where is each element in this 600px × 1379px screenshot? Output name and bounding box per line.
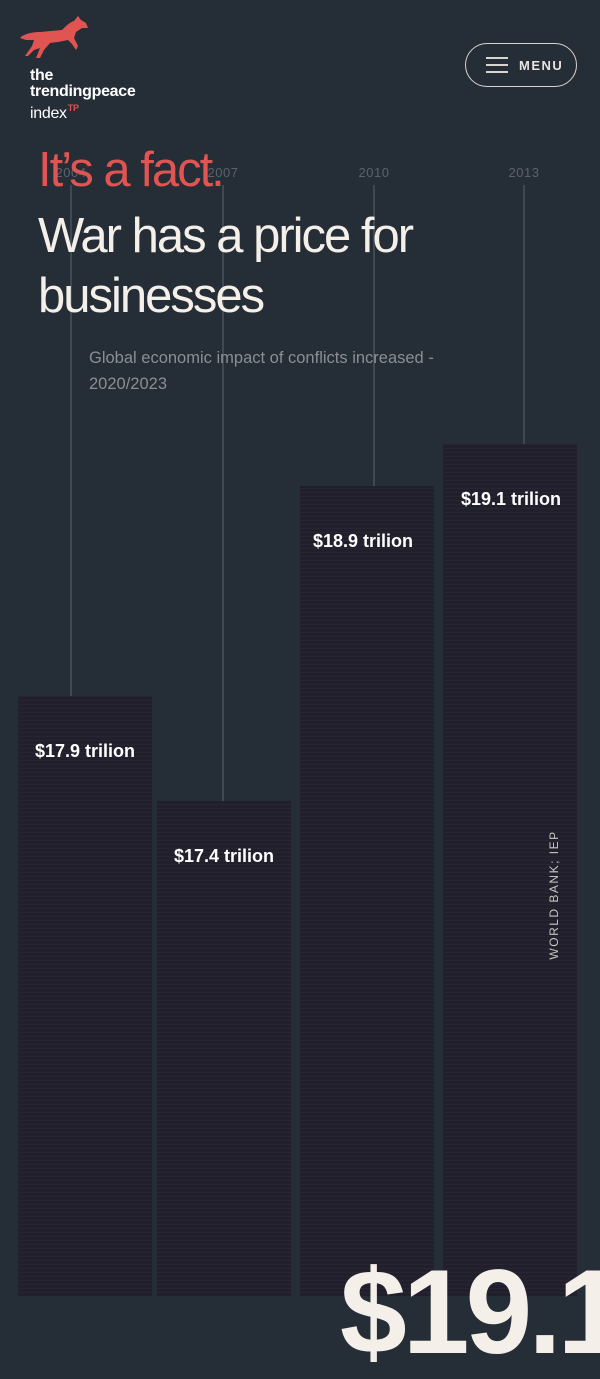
bar-2007 xyxy=(157,801,291,1296)
big-figure: $19.1 xyxy=(340,1245,600,1379)
hero-eyebrow: It’s a fact. xyxy=(38,143,225,197)
conflict-impact-chart: 2004 2007 2010 2013 $17.9 trilion $17.4 tril… xyxy=(18,165,577,1296)
brand-superscript: TP xyxy=(67,103,79,113)
brand-line-2: trendingpeace xyxy=(30,83,136,100)
brand-logo[interactable]: the trendingpeace indexTP xyxy=(18,16,178,126)
menu-button[interactable]: MENU xyxy=(465,43,577,87)
page-title: War has a price for businesses xyxy=(38,209,414,323)
tick-label-2007: 2007 xyxy=(208,165,239,180)
menu-label: MENU xyxy=(519,58,564,73)
brand-line-1: the xyxy=(30,67,54,84)
tick-label-2013: 2013 xyxy=(509,165,540,180)
brand-wordmark: the trendingpeace indexTP xyxy=(30,67,136,122)
bar-2010 xyxy=(300,486,434,1296)
dog-icon xyxy=(20,16,88,58)
data-label-2010: $18.9 trilion xyxy=(313,531,413,551)
tick-label-2004: 2004 xyxy=(56,165,87,180)
data-label-2004: $17.9 trilion xyxy=(35,741,135,761)
chart-subtitle: Global economic impact of conflicts incr… xyxy=(89,349,434,393)
bar-2004 xyxy=(18,696,152,1296)
hamburger-icon xyxy=(486,57,508,73)
bar-2013 xyxy=(443,444,577,1296)
data-label-2013: $19.1 trilion xyxy=(461,489,561,509)
source-note: WORLD BANK; IEP xyxy=(547,830,561,960)
data-label-2007: $17.4 trilion xyxy=(174,846,274,866)
brand-line-3: indexTP xyxy=(30,103,79,122)
tick-label-2010: 2010 xyxy=(359,165,390,180)
